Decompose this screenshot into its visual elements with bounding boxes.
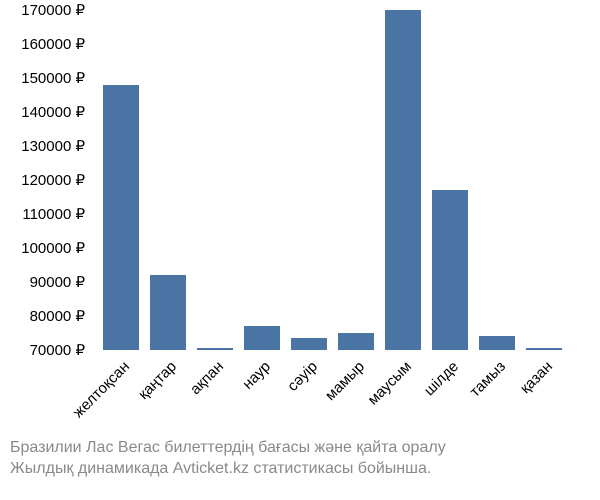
y-tick-label: 150000 ₽ [21, 69, 85, 87]
caption-line-2: Жылдық динамикада Avticket.kz статистика… [10, 458, 590, 480]
x-tick-label: сәуір [284, 358, 321, 395]
x-tick-label: қазан [517, 358, 556, 397]
x-label-slot: маусым [385, 350, 421, 440]
bar [244, 326, 280, 350]
x-label-slot: сәуір [291, 350, 327, 440]
bar [150, 275, 186, 350]
x-tick-label: тамыз [467, 358, 509, 400]
y-tick-label: 80000 ₽ [30, 307, 85, 325]
y-axis: 70000 ₽80000 ₽90000 ₽100000 ₽110000 ₽120… [0, 10, 90, 350]
bar [103, 85, 139, 350]
bar [385, 10, 421, 350]
x-tick-label: шілде [421, 358, 462, 399]
bar [291, 338, 327, 350]
x-tick-label: қаңтар [135, 358, 180, 403]
x-label-slot: қазан [526, 350, 562, 440]
caption-line-1: Бразилии Лас Вегас билеттердің бағасы жә… [10, 437, 590, 459]
x-label-slot: тамыз [479, 350, 515, 440]
y-tick-label: 90000 ₽ [30, 273, 85, 291]
x-tick-label: ақпан [187, 358, 227, 398]
bar [479, 336, 515, 350]
y-tick-label: 160000 ₽ [21, 35, 85, 53]
y-tick-label: 100000 ₽ [21, 239, 85, 257]
x-label-slot: желтоқсан [103, 350, 139, 440]
y-tick-label: 140000 ₽ [21, 103, 85, 121]
chart-plot-area [95, 10, 565, 350]
chart-caption: Бразилии Лас Вегас билеттердің бағасы жә… [10, 437, 590, 480]
y-tick-label: 110000 ₽ [22, 205, 85, 223]
y-tick-label: 130000 ₽ [21, 137, 85, 155]
x-label-slot: шілде [432, 350, 468, 440]
x-axis: желтоқсанқаңтарақпаннаурсәуірмамырмаусым… [95, 350, 565, 440]
y-tick-label: 70000 ₽ [30, 341, 85, 359]
bar [432, 190, 468, 350]
bars-container [95, 10, 565, 350]
x-tick-label: мамыр [322, 358, 368, 404]
y-tick-label: 120000 ₽ [21, 171, 85, 189]
x-tick-label: желтоқсан [70, 358, 133, 421]
x-label-slot: наур [244, 350, 280, 440]
x-label-slot: ақпан [197, 350, 233, 440]
x-tick-label: наур [239, 358, 274, 393]
x-label-slot: қаңтар [150, 350, 186, 440]
bar [338, 333, 374, 350]
y-tick-label: 170000 ₽ [21, 1, 85, 19]
